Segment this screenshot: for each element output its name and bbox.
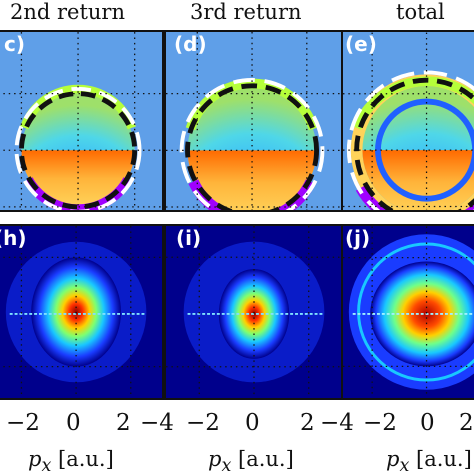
panel-label-j: (j): [345, 226, 371, 250]
x-axis-label: px [a.u.]: [208, 447, 294, 476]
x-tick-label: 0: [66, 410, 81, 436]
panel-c: c): [0, 30, 164, 212]
x-tick-label: 2: [300, 410, 315, 436]
panel-i: (i): [164, 224, 344, 400]
panel-h: (h): [0, 224, 164, 400]
column-title-3rd-return: 3rd return: [190, 0, 302, 24]
x-tick-label: 0: [420, 410, 435, 436]
panel-label-e: (e): [345, 32, 377, 56]
x-tick-label: −4: [140, 410, 174, 436]
panel-label-i: (i): [176, 226, 202, 250]
x-tick-label: 2: [116, 410, 131, 436]
x-tick-label: 0: [245, 410, 260, 436]
x-tick-label: −2: [6, 410, 40, 436]
panel-label-c: c): [4, 32, 25, 56]
panel-label-d: (d): [174, 32, 207, 56]
panel-label-h: (h): [0, 226, 27, 250]
x-tick-label: 2: [459, 410, 474, 436]
x-tick-label: −2: [186, 410, 220, 436]
panel-j: (j): [341, 224, 474, 400]
column-title-total: total: [396, 0, 445, 24]
x-tick-label: −4: [320, 410, 354, 436]
x-axis-label: px [a.u.]: [28, 447, 114, 476]
x-tick-label: −2: [363, 410, 397, 436]
panel-e: (e): [341, 30, 474, 212]
panel-d: (d): [164, 30, 344, 212]
column-title-2nd-return: 2nd return: [10, 0, 125, 24]
x-axis-label: px [a.u.]: [386, 447, 472, 476]
